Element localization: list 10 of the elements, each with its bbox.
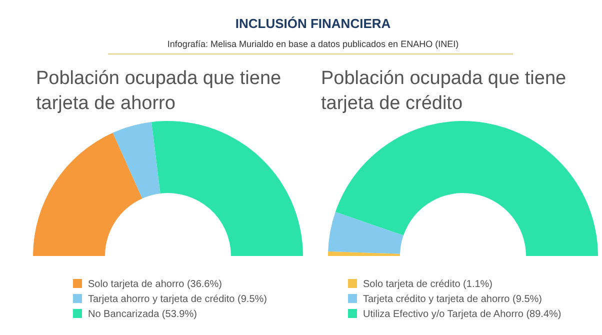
legend-label: Utiliza Efectivo y/o Tarjeta de Ahorro (89.4%) [363, 309, 562, 320]
legend-label: Solo tarjeta de crédito (1.1%) [363, 279, 493, 290]
chart-title: Población ocupada que tiene tarjeta de ahorro [36, 68, 282, 114]
chart-title: Población ocupada que tiene tarjeta de crédito [321, 68, 566, 114]
legend-label: Tarjeta ahorro y tarjeta de crédito (9.5%) [88, 294, 267, 305]
text: Infografía: Melisa Murialdo en base a datos publicados en ENAHO (INEI) [167, 39, 459, 49]
legend-label: No Bancarizada (53.9%) [88, 309, 197, 320]
legend-label: Solo tarjeta de ahorro (36.6%) [88, 279, 222, 290]
legend-label: Tarjeta crédito y tarjeta de ahorro (9.5%) [363, 294, 542, 305]
text: INCLUSIÓN FINANCIERA [235, 16, 392, 31]
